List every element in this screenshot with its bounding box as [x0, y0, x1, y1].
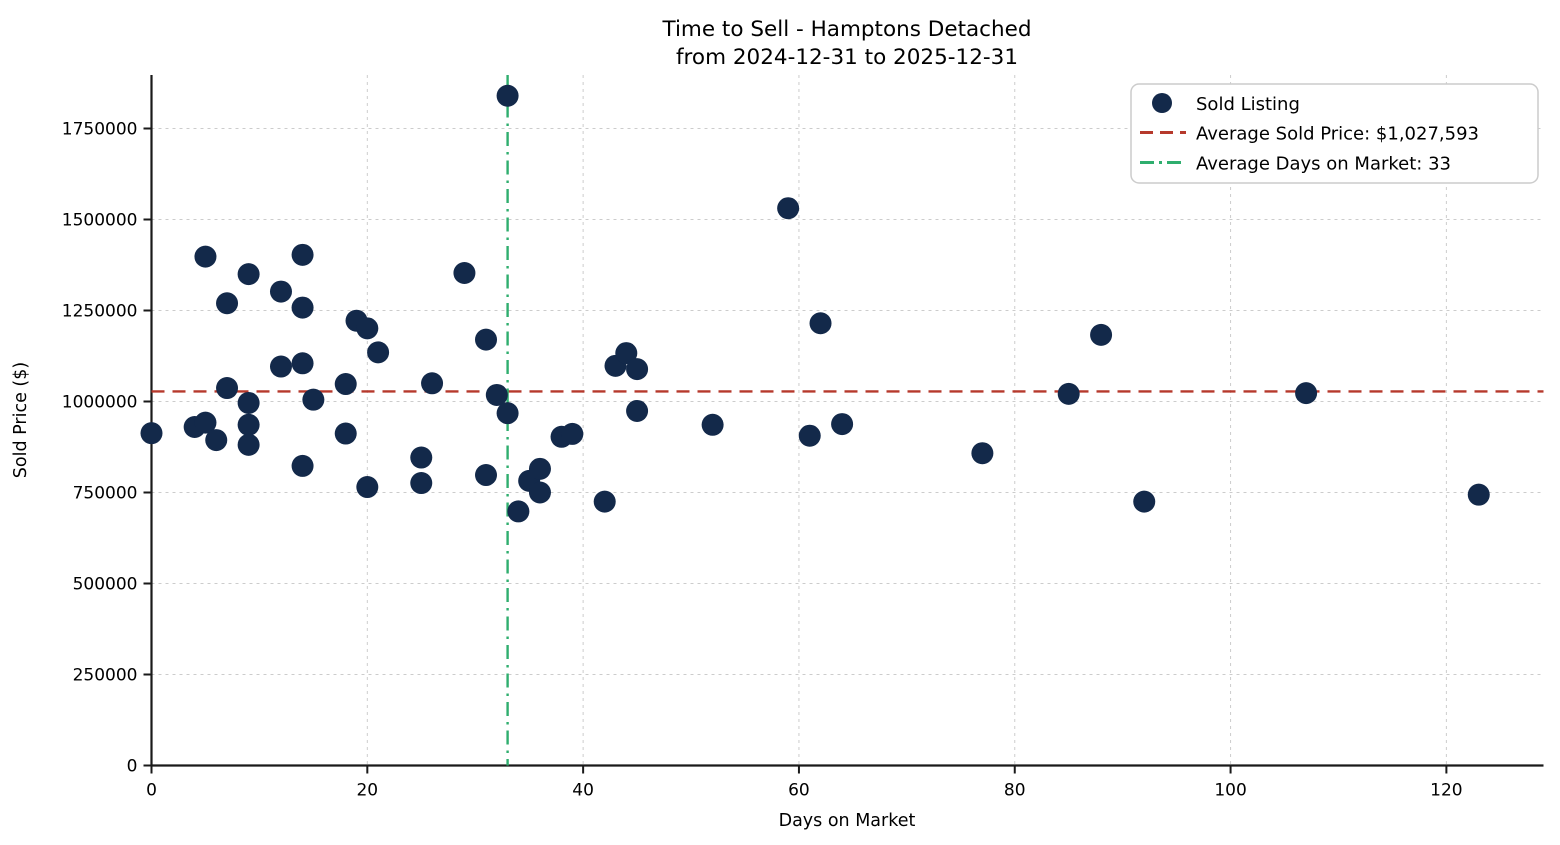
- scatter-point: [626, 399, 649, 422]
- scatter-point: [528, 481, 551, 504]
- legend-label-sold-listing: Sold Listing: [1196, 94, 1300, 115]
- scatter-point: [356, 317, 379, 340]
- scatter-point: [334, 422, 357, 445]
- scatter-point: [615, 342, 638, 365]
- scatter-point: [237, 413, 260, 436]
- scatter-point: [528, 457, 551, 480]
- y-tick-label: 500000: [73, 575, 138, 595]
- scatter-point: [593, 490, 616, 513]
- scatter-point: [356, 476, 379, 499]
- y-tick-label: 1750000: [62, 120, 138, 140]
- x-tick-label: 40: [572, 781, 594, 801]
- y-tick-label: 250000: [73, 666, 138, 686]
- scatter-point: [809, 312, 832, 335]
- scatter-point: [507, 500, 530, 523]
- scatter-point: [291, 296, 314, 319]
- scatter-point: [421, 372, 444, 395]
- scatter-point: [291, 243, 314, 266]
- chart-title: Time to Sell - Hamptons Detached: [661, 17, 1031, 42]
- legend-label-avg-days-on-market: Average Days on Market: 33: [1196, 154, 1451, 175]
- legend: Sold Listing Average Sold Price: $1,027,…: [1130, 83, 1539, 184]
- legend-box: [1130, 83, 1539, 184]
- scatter-point: [410, 446, 433, 469]
- scatter-point: [1133, 490, 1156, 513]
- axes-layer: 0 20 40 60 80 100 120 0 250000 500000 750000 100000…: [62, 75, 1544, 801]
- scatter-point: [237, 263, 260, 286]
- scatter-point: [475, 464, 498, 487]
- y-tick-label: 750000: [73, 484, 138, 504]
- scatter-point: [1090, 323, 1113, 346]
- scatter-point: [334, 373, 357, 396]
- scatter-point: [971, 442, 994, 465]
- chart-subtitle: from 2024-12-31 to 2025-12-31: [676, 45, 1018, 70]
- scatter-point: [216, 377, 239, 400]
- x-tick-label: 100: [1214, 781, 1246, 801]
- scatter-point: [1295, 382, 1318, 405]
- y-tick-label: 1500000: [62, 211, 138, 231]
- scatter-points-layer: [140, 84, 1490, 523]
- scatter-point: [701, 413, 724, 436]
- scatter-point: [496, 84, 519, 107]
- sold-listing-marker-icon: [1152, 93, 1172, 113]
- x-tick-label: 120: [1430, 781, 1462, 801]
- scatter-point: [410, 472, 433, 495]
- scatter-point: [269, 280, 292, 303]
- legend-label-avg-sold-price: Average Sold Price: $1,027,593: [1196, 124, 1479, 145]
- scatter-point: [237, 391, 260, 414]
- y-tick-label: 1000000: [62, 393, 138, 413]
- x-tick-label: 20: [356, 781, 378, 801]
- scatter-point: [291, 352, 314, 375]
- scatter-point: [237, 433, 260, 456]
- scatter-point: [485, 383, 508, 406]
- y-tick-label: 0: [127, 757, 138, 777]
- scatter-point: [626, 358, 649, 381]
- scatter-point: [194, 411, 217, 434]
- scatter-point: [269, 355, 292, 378]
- scatter-point: [561, 422, 584, 445]
- x-tick-label: 0: [146, 781, 157, 801]
- scatter-point: [216, 292, 239, 315]
- scatter-point: [291, 454, 314, 477]
- scatter-point: [302, 388, 325, 411]
- scatter-point: [496, 402, 519, 425]
- scatter-point: [140, 422, 163, 445]
- x-tick-label: 60: [788, 781, 810, 801]
- scatter-point: [475, 328, 498, 351]
- scatter-point: [1057, 382, 1080, 405]
- scatter-point: [453, 262, 476, 285]
- scatter-point: [1467, 483, 1490, 506]
- scatter-point: [777, 197, 800, 220]
- scatter-point: [798, 424, 821, 447]
- y-tick-label: 1250000: [62, 302, 138, 322]
- y-axis-label: Sold Price ($): [11, 362, 31, 478]
- scatter-point: [205, 429, 228, 452]
- x-axis-label: Days on Market: [779, 811, 916, 831]
- scatter-point: [831, 413, 854, 436]
- scatter-point: [367, 341, 390, 364]
- x-tick-label: 80: [1004, 781, 1026, 801]
- scatter-point: [194, 245, 217, 268]
